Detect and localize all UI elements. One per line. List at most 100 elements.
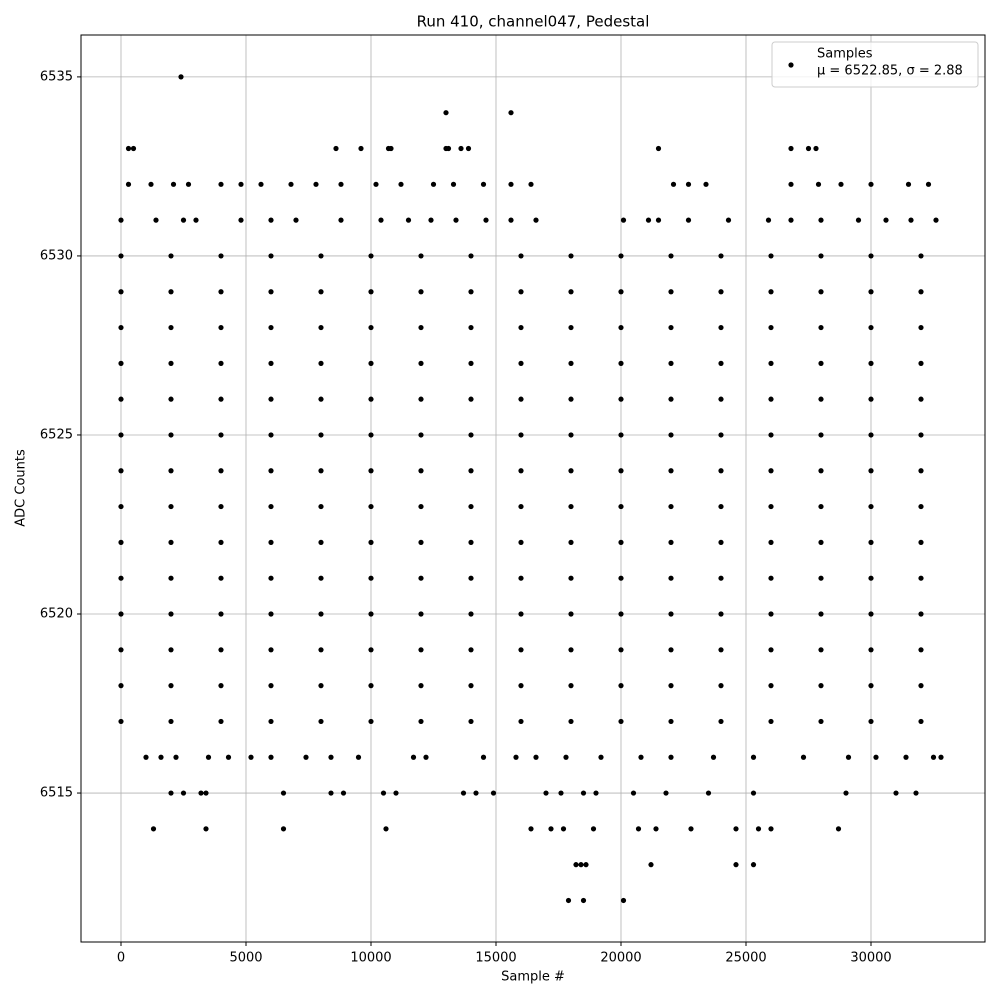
point bbox=[768, 503, 774, 510]
point bbox=[203, 826, 209, 832]
point bbox=[518, 503, 524, 510]
point bbox=[818, 683, 824, 689]
point bbox=[118, 647, 124, 653]
point bbox=[518, 360, 524, 366]
point bbox=[465, 145, 472, 152]
point bbox=[818, 468, 824, 474]
point bbox=[450, 181, 457, 187]
point bbox=[868, 647, 874, 653]
point bbox=[193, 217, 199, 223]
point bbox=[388, 145, 394, 152]
point bbox=[630, 790, 637, 796]
point bbox=[818, 718, 824, 725]
point bbox=[468, 324, 474, 331]
y-tick-label: 6515 bbox=[40, 786, 73, 801]
point bbox=[468, 360, 474, 366]
point bbox=[718, 253, 724, 259]
point bbox=[368, 432, 374, 438]
point bbox=[168, 647, 174, 653]
point bbox=[468, 253, 474, 259]
point bbox=[318, 611, 324, 617]
point bbox=[913, 790, 919, 796]
point bbox=[868, 396, 874, 402]
point bbox=[843, 790, 849, 796]
point bbox=[185, 181, 192, 187]
point bbox=[218, 647, 224, 653]
point bbox=[618, 718, 624, 725]
point bbox=[418, 647, 424, 653]
point bbox=[518, 396, 524, 402]
point bbox=[225, 754, 232, 760]
point bbox=[818, 503, 824, 510]
point bbox=[590, 826, 597, 832]
point bbox=[368, 468, 374, 474]
point bbox=[768, 611, 774, 617]
point bbox=[238, 181, 244, 187]
point bbox=[468, 432, 474, 438]
point bbox=[565, 897, 572, 904]
point bbox=[173, 754, 179, 760]
x-tick-label: 0 bbox=[117, 951, 125, 966]
point bbox=[668, 324, 674, 331]
point bbox=[800, 754, 807, 760]
y-tick-label: 6535 bbox=[40, 69, 73, 84]
point bbox=[618, 468, 624, 474]
point bbox=[410, 754, 417, 760]
point bbox=[668, 718, 674, 725]
point bbox=[618, 647, 624, 653]
point bbox=[340, 790, 347, 796]
point bbox=[268, 253, 274, 259]
point bbox=[288, 181, 294, 187]
point bbox=[578, 862, 584, 868]
legend-label: Samples bbox=[817, 47, 873, 62]
point bbox=[118, 253, 124, 259]
point bbox=[168, 575, 174, 581]
point bbox=[685, 181, 692, 187]
point bbox=[338, 181, 344, 187]
point bbox=[618, 432, 624, 438]
point bbox=[218, 503, 224, 510]
x-axis-label: Sample # bbox=[501, 970, 565, 985]
point bbox=[178, 74, 184, 80]
point bbox=[868, 575, 874, 581]
point bbox=[618, 396, 624, 402]
point bbox=[318, 360, 324, 366]
point bbox=[668, 503, 674, 510]
point bbox=[583, 862, 589, 868]
point bbox=[805, 145, 812, 152]
point bbox=[218, 539, 224, 545]
point bbox=[458, 145, 464, 152]
point bbox=[655, 217, 662, 223]
point bbox=[918, 539, 924, 545]
point bbox=[580, 790, 587, 796]
point bbox=[818, 324, 824, 331]
legend-marker bbox=[788, 62, 794, 68]
point bbox=[468, 683, 474, 689]
point bbox=[318, 718, 324, 725]
point bbox=[788, 145, 794, 152]
chart-title: Run 410, channel047, Pedestal bbox=[417, 13, 650, 31]
point bbox=[925, 181, 932, 187]
point bbox=[718, 683, 724, 689]
point bbox=[328, 754, 334, 760]
point bbox=[453, 217, 459, 223]
point bbox=[718, 611, 724, 617]
point bbox=[645, 217, 652, 223]
legend-stats: μ = 6522.85, σ = 2.88 bbox=[817, 64, 963, 79]
point bbox=[518, 718, 524, 725]
point bbox=[418, 683, 424, 689]
point bbox=[168, 360, 174, 366]
point bbox=[518, 683, 524, 689]
point bbox=[468, 396, 474, 402]
point bbox=[868, 539, 874, 545]
point bbox=[168, 503, 174, 510]
point bbox=[818, 217, 824, 223]
point bbox=[460, 790, 467, 796]
point bbox=[118, 324, 124, 331]
point bbox=[518, 468, 524, 474]
point bbox=[368, 647, 374, 653]
point bbox=[718, 539, 724, 545]
point bbox=[380, 790, 387, 796]
point bbox=[868, 503, 874, 510]
point bbox=[718, 468, 724, 474]
